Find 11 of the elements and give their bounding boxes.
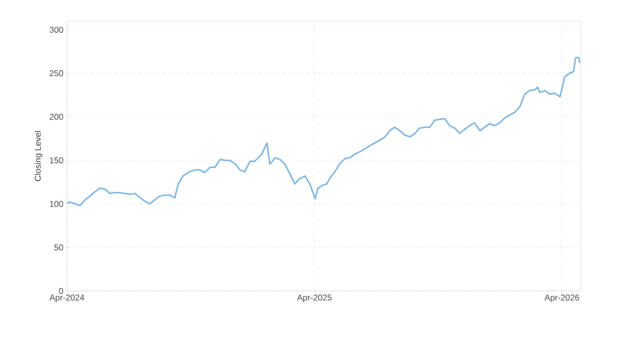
x-tick-label: Apr-2025 bbox=[297, 294, 332, 302]
y-tick-label: 50 bbox=[54, 244, 64, 250]
y-tick-label: 100 bbox=[50, 200, 64, 207]
y-tick-label: 300 bbox=[50, 26, 64, 33]
x-tick-label: Apr-2026 bbox=[544, 294, 580, 302]
y-tick-label: 150 bbox=[50, 157, 64, 164]
y-tick-label: 200 bbox=[50, 114, 64, 120]
x-tick-label: Apr-2024 bbox=[50, 294, 84, 302]
y-tick-label: 250 bbox=[50, 70, 64, 76]
y-axis-title: Closing Level bbox=[34, 131, 42, 182]
y-tick-label: 0 bbox=[59, 288, 64, 294]
